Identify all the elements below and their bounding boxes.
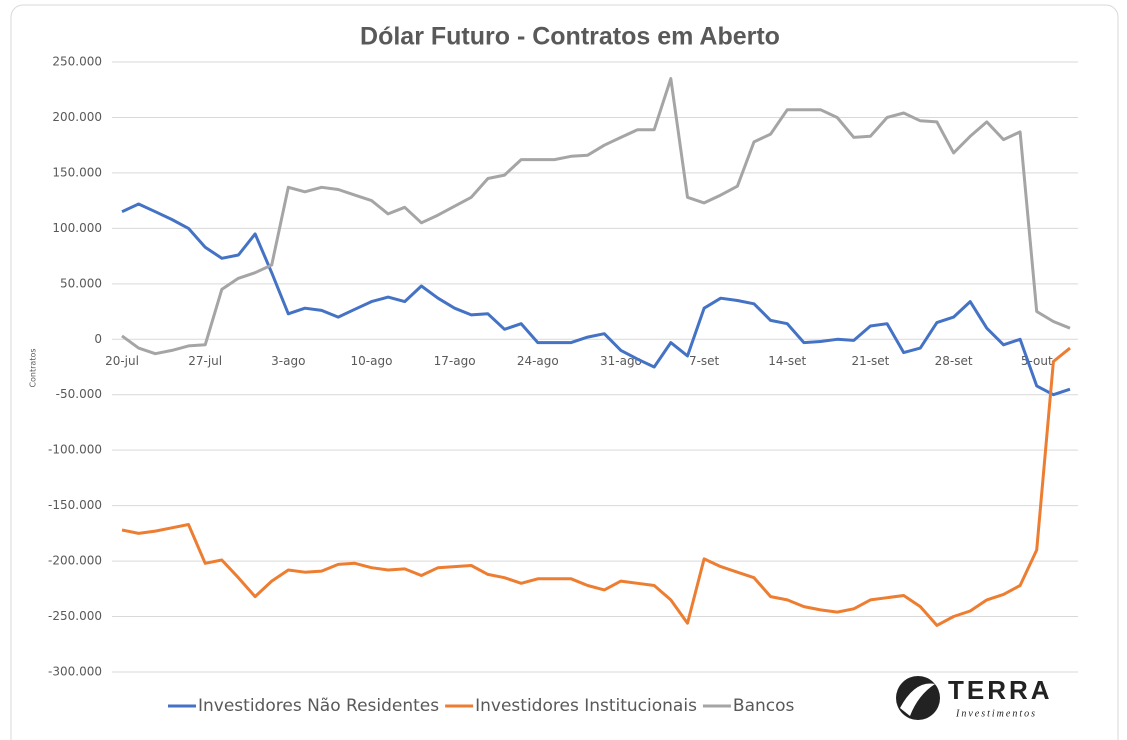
y-tick-label: 0: [94, 332, 102, 346]
logo-name: TERRA: [948, 675, 1053, 705]
legend-label: Investidores Institucionais: [475, 696, 697, 716]
y-tick-label: -250.000: [48, 609, 102, 623]
x-tick-label: 21-set: [851, 354, 889, 368]
y-tick-label: 50.000: [60, 276, 102, 290]
series-line: [121, 77, 1071, 356]
x-tick-label: 14-set: [768, 354, 806, 368]
x-tick-label: 24-ago: [517, 354, 559, 368]
x-tick-label: 10-ago: [351, 354, 393, 368]
y-tick-label: -50.000: [56, 387, 102, 401]
logo-tagline: Investimentos: [955, 708, 1037, 719]
x-tick-label: 17-ago: [434, 354, 476, 368]
logo: TERRA Investimentos: [896, 675, 1053, 720]
x-tick-label: 7-set: [689, 354, 720, 368]
chart-frame: [10, 4, 1119, 740]
y-axis-title: Contratos: [29, 348, 38, 387]
legend-label: Investidores Não Residentes: [198, 696, 439, 716]
x-tick-label: 28-set: [935, 354, 973, 368]
chart-title: Dólar Futuro - Contratos em Aberto: [360, 23, 780, 51]
y-tick-label: -100.000: [48, 443, 102, 457]
logo-swoosh: [900, 683, 935, 716]
y-tick-label: 250.000: [52, 55, 102, 69]
x-tick-label: 20-jul: [105, 354, 139, 368]
series-line: [121, 346, 1071, 627]
y-tick-label: -150.000: [48, 498, 102, 512]
x-tick-label: 31-ago: [600, 354, 642, 368]
y-tick-label: 200.000: [52, 110, 102, 124]
series-line: [121, 202, 1071, 397]
y-tick-label: -200.000: [48, 554, 102, 568]
y-tick-label: 150.000: [52, 165, 102, 179]
x-tick-label: 3-ago: [271, 354, 305, 368]
y-tick-label: -300.000: [48, 665, 102, 679]
x-tick-label: 27-jul: [188, 354, 222, 368]
legend-label: Bancos: [733, 696, 795, 716]
y-tick-label: 100.000: [52, 221, 102, 235]
